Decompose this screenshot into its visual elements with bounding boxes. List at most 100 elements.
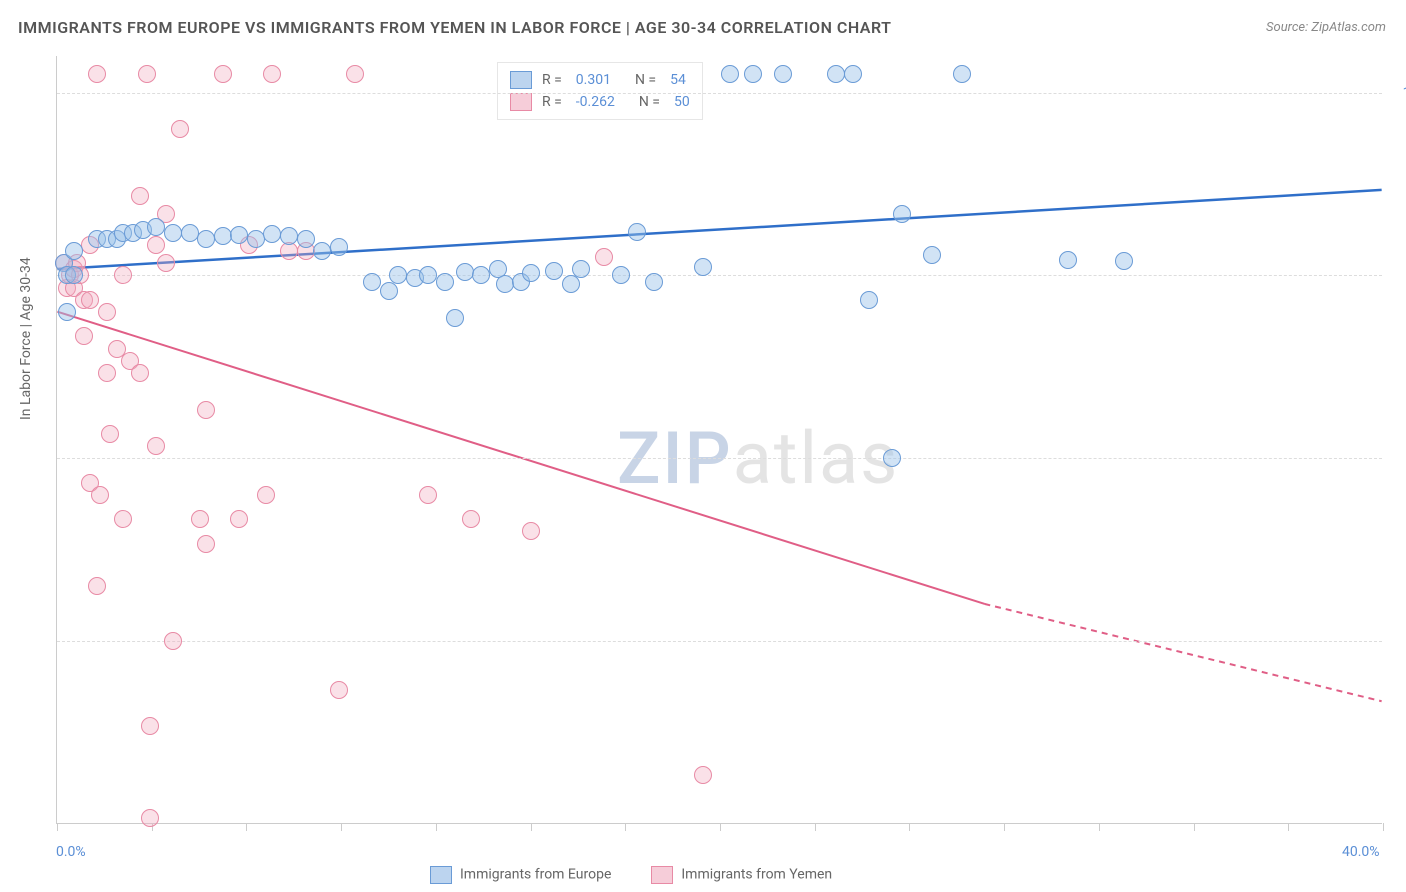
data-point-yemen — [214, 65, 232, 83]
data-point-yemen — [171, 120, 189, 138]
data-point-yemen — [164, 632, 182, 650]
legend-swatch — [651, 866, 673, 884]
data-point-europe — [419, 266, 437, 284]
correlation-chart: IMMIGRANTS FROM EUROPE VS IMMIGRANTS FRO… — [0, 0, 1406, 892]
legend-swatch — [430, 866, 452, 884]
data-point-europe — [953, 65, 971, 83]
x-tick — [1004, 823, 1005, 831]
data-point-europe — [380, 282, 398, 300]
data-point-europe — [280, 227, 298, 245]
data-point-europe — [181, 224, 199, 242]
n-label: N = — [639, 91, 660, 113]
data-point-europe — [65, 266, 83, 284]
data-point-yemen — [147, 236, 165, 254]
n-label: N = — [635, 69, 656, 91]
legend-series: Immigrants from Europe Immigrants from Ye… — [430, 866, 832, 884]
legend-swatch — [510, 93, 532, 111]
legend-label: Immigrants from Europe — [460, 867, 611, 883]
data-point-europe — [436, 273, 454, 291]
data-point-europe — [446, 309, 464, 327]
x-tick — [909, 823, 910, 831]
x-tick — [720, 823, 721, 831]
data-point-europe — [522, 264, 540, 282]
x-tick-label: 40.0% — [1342, 844, 1380, 860]
gridline — [57, 641, 1382, 642]
data-point-europe — [883, 449, 901, 467]
data-point-europe — [844, 65, 862, 83]
data-point-europe — [197, 230, 215, 248]
data-point-yemen — [131, 364, 149, 382]
data-point-yemen — [522, 522, 540, 540]
data-point-europe — [389, 266, 407, 284]
n-value: 54 — [670, 69, 686, 91]
gridline — [57, 275, 1382, 276]
data-point-yemen — [141, 717, 159, 735]
data-point-yemen — [419, 486, 437, 504]
data-point-europe — [721, 65, 739, 83]
data-point-yemen — [157, 254, 175, 272]
r-value: 0.301 — [576, 69, 611, 91]
x-tick — [246, 823, 247, 831]
data-point-yemen — [694, 766, 712, 784]
data-point-europe — [472, 266, 490, 284]
x-tick — [625, 823, 626, 831]
legend-stats: R =0.301N =54R =-0.262N =50 — [497, 62, 703, 120]
x-tick — [1194, 823, 1195, 831]
data-point-europe — [774, 65, 792, 83]
data-point-yemen — [230, 510, 248, 528]
data-point-yemen — [114, 510, 132, 528]
data-point-europe — [65, 242, 83, 260]
chart-title: IMMIGRANTS FROM EUROPE VS IMMIGRANTS FRO… — [18, 18, 891, 37]
y-axis-label: In Labor Force | Age 30-34 — [18, 257, 34, 420]
data-point-yemen — [91, 486, 109, 504]
data-point-europe — [164, 224, 182, 242]
data-point-europe — [263, 225, 281, 243]
data-point-europe — [363, 273, 381, 291]
data-point-yemen — [197, 535, 215, 553]
legend-item: Immigrants from Europe — [430, 866, 611, 884]
data-point-yemen — [98, 364, 116, 382]
legend-stat-row: R =0.301N =54 — [510, 69, 690, 91]
data-point-europe — [645, 273, 663, 291]
data-point-europe — [1115, 252, 1133, 270]
data-point-europe — [572, 260, 590, 278]
n-value: 50 — [674, 91, 690, 113]
data-point-yemen — [141, 809, 159, 827]
data-point-yemen — [138, 65, 156, 83]
data-point-yemen — [462, 510, 480, 528]
data-point-europe — [214, 227, 232, 245]
data-point-europe — [247, 230, 265, 248]
data-point-yemen — [191, 510, 209, 528]
data-point-europe — [297, 230, 315, 248]
data-point-yemen — [346, 65, 364, 83]
gridline — [57, 458, 1382, 459]
data-point-europe — [744, 65, 762, 83]
source-attribution: Source: ZipAtlas.com — [1266, 20, 1386, 35]
trend-lines — [57, 56, 1382, 823]
data-point-yemen — [147, 437, 165, 455]
x-tick — [1288, 823, 1289, 831]
data-point-europe — [545, 262, 563, 280]
x-tick — [1099, 823, 1100, 831]
legend-swatch — [510, 71, 532, 89]
data-point-europe — [628, 223, 646, 241]
x-tick — [1383, 823, 1384, 831]
data-point-yemen — [98, 303, 116, 321]
data-point-europe — [58, 303, 76, 321]
x-tick — [341, 823, 342, 831]
data-point-europe — [893, 205, 911, 223]
gridline — [57, 93, 1382, 94]
data-point-yemen — [131, 187, 149, 205]
data-point-europe — [860, 291, 878, 309]
data-point-yemen — [75, 327, 93, 345]
data-point-europe — [330, 238, 348, 256]
y-tick-label: 100.0% — [1403, 85, 1406, 101]
data-point-yemen — [330, 681, 348, 699]
data-point-europe — [313, 242, 331, 260]
x-tick — [436, 823, 437, 831]
data-point-europe — [694, 258, 712, 276]
legend-item: Immigrants from Yemen — [651, 866, 832, 884]
r-value: -0.262 — [576, 91, 615, 113]
legend-stat-row: R =-0.262N =50 — [510, 91, 690, 113]
x-tick — [815, 823, 816, 831]
